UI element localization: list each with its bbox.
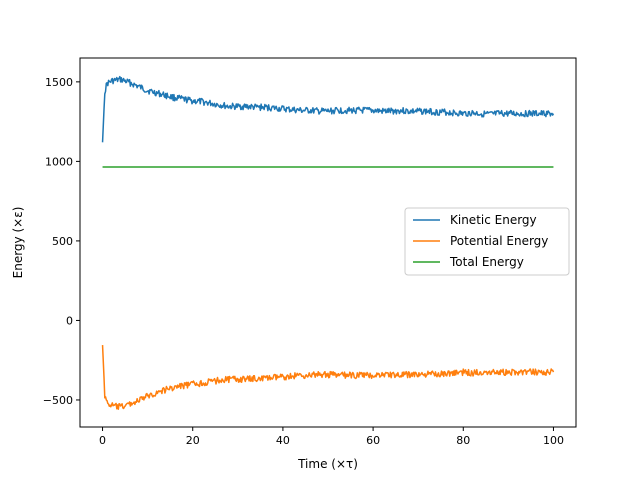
plot-area-frame [79, 57, 577, 428]
x-tick-label: 100 [543, 434, 564, 447]
series-line-kinetic-energy [101, 75, 555, 143]
y-tick-label: 500 [52, 235, 73, 248]
y-tick-label: −500 [43, 394, 73, 407]
x-tick-label: 80 [456, 434, 470, 447]
series-layer [101, 75, 555, 410]
legend-label: Potential Energy [450, 234, 548, 248]
x-tick-label: 60 [366, 434, 380, 447]
y-axis-ticks: −500 0 500 1000 1500 [43, 76, 80, 407]
x-axis-label: Time (×τ) [297, 457, 358, 471]
y-tick-label: 0 [66, 314, 73, 327]
legend-label: Kinetic Energy [450, 213, 537, 227]
legend-label: Total Energy [449, 255, 524, 269]
y-axis-label: Energy (×ε) [11, 207, 25, 279]
x-tick-label: 40 [276, 434, 290, 447]
series-line-potential-energy [101, 345, 555, 410]
x-axis-ticks: 0 20 40 60 80 100 [99, 427, 564, 447]
y-tick-label: 1000 [45, 155, 73, 168]
x-tick-label: 0 [99, 434, 106, 447]
y-tick-label: 1500 [45, 76, 73, 89]
x-tick-label: 20 [186, 434, 200, 447]
legend-frame [404, 207, 570, 276]
legend: Kinetic Energy Potential Energy Total Ener… [404, 207, 570, 276]
